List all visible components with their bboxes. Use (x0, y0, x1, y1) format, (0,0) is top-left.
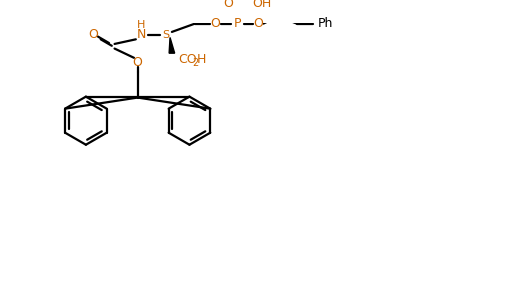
Text: O: O (133, 56, 143, 69)
Text: O: O (210, 17, 220, 30)
Text: 2: 2 (192, 58, 199, 68)
Text: H: H (197, 53, 206, 66)
Text: Ph: Ph (318, 17, 333, 30)
Text: O: O (223, 0, 233, 10)
Text: CO: CO (179, 53, 197, 66)
Text: N: N (136, 28, 146, 41)
Text: H: H (137, 20, 146, 30)
Text: O: O (88, 28, 98, 41)
Text: S: S (162, 30, 169, 40)
Text: OH: OH (252, 0, 271, 10)
Text: O: O (253, 17, 263, 30)
Polygon shape (169, 37, 174, 53)
Text: P: P (234, 17, 241, 30)
